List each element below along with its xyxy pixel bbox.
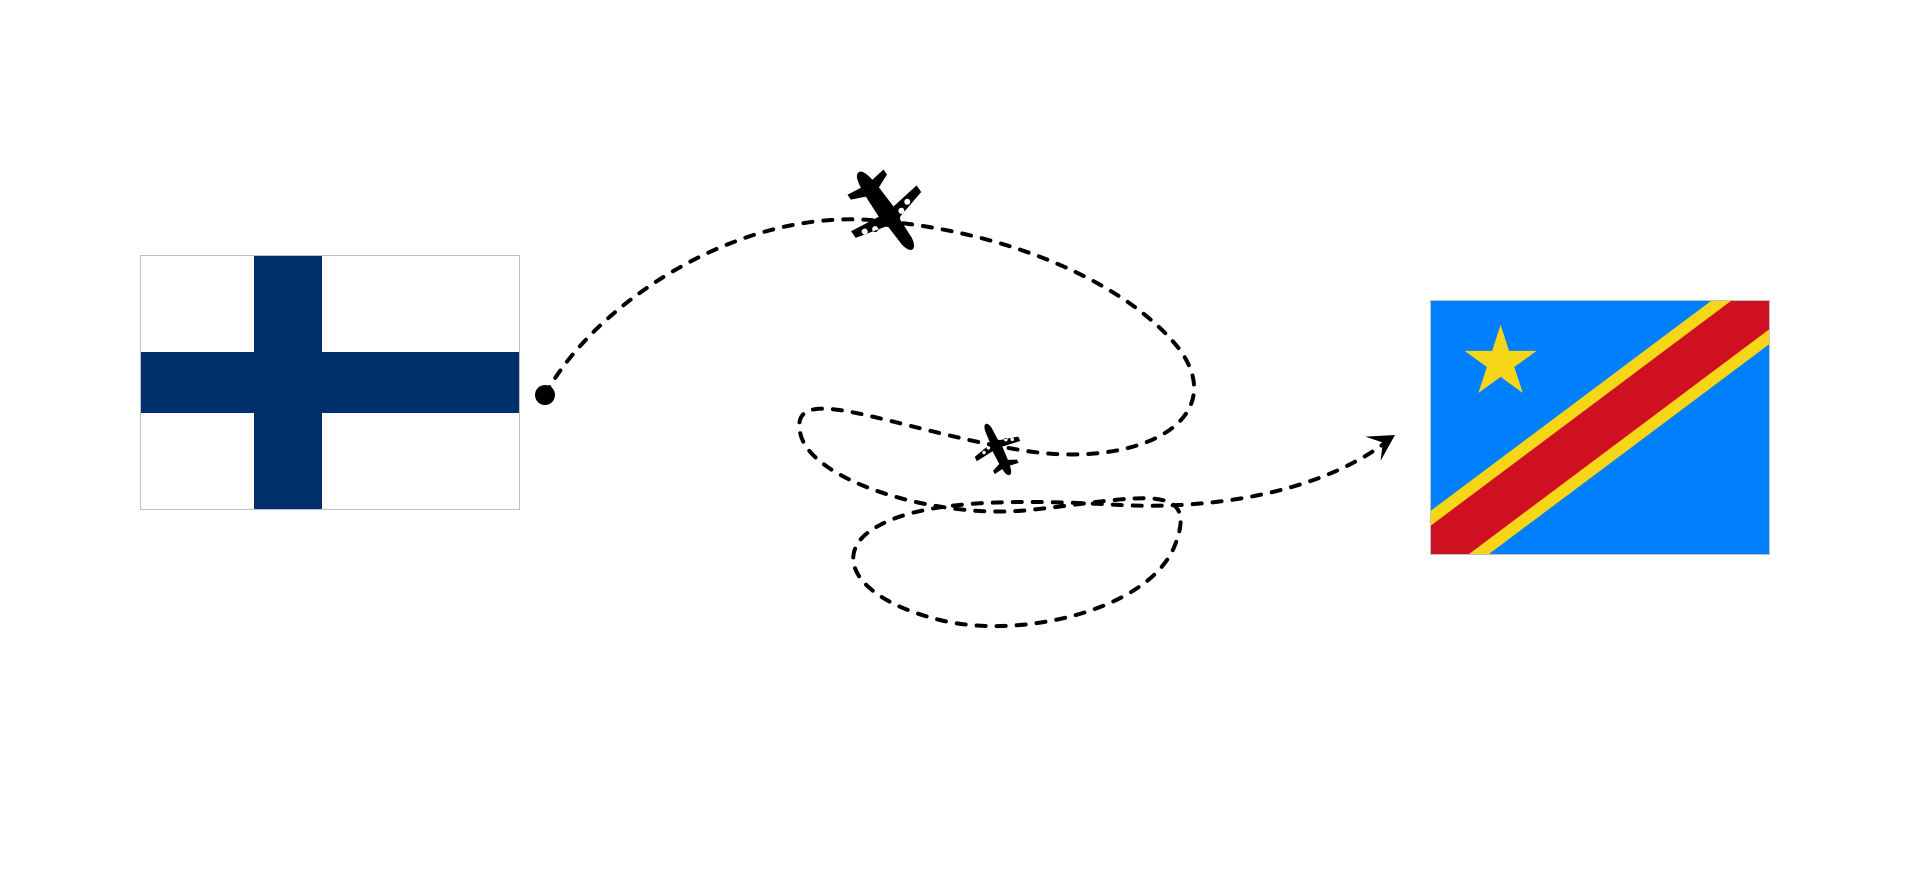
- airplane-icon: [964, 414, 1031, 485]
- route-start-dot: [535, 385, 555, 405]
- airplane-icon: [826, 149, 945, 272]
- route-dashed-path: [545, 219, 1395, 626]
- finland-horizontal-stripe: [141, 352, 519, 413]
- travel-infographic: [0, 0, 1920, 886]
- drc-flag-svg: [1431, 301, 1769, 554]
- route-arrowhead: [1365, 423, 1402, 461]
- destination-flag-drc: [1430, 300, 1770, 555]
- origin-flag-finland: [140, 255, 520, 510]
- airplane-icons-group: [826, 149, 1032, 485]
